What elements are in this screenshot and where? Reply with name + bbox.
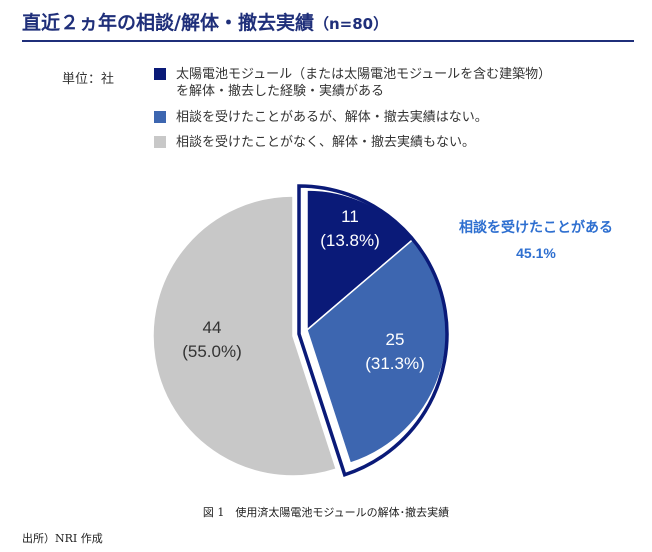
legend-label-none: 相談を受けたことがなく、解体・撤去実績もない。 (176, 135, 476, 150)
legend-swatch-consulted (154, 111, 166, 123)
source-note: 出所）NRI 作成 (22, 532, 103, 545)
data-label-percent-2: (55.0%) (182, 342, 242, 361)
annotation-label: 相談を受けたことがある (459, 219, 613, 236)
title-rule (22, 40, 634, 42)
legend-swatch-experience (154, 68, 166, 80)
data-label-value-2: 44 (203, 318, 222, 337)
data-label-value-0: 11 (341, 207, 359, 226)
figure-caption: 図 1 使用済太陽電池モジュールの解体･撤去実績 (202, 506, 450, 519)
page-title: 直近２ヵ年の相談/解体・撤去実績（n=80） (22, 8, 388, 35)
sample-size: （n=80） (313, 15, 389, 33)
legend-swatch-none (154, 136, 166, 148)
data-label-percent-1: (31.3%) (365, 354, 425, 373)
unit-label: 単位：社 (62, 72, 115, 87)
consulted-group-outline (297, 184, 449, 477)
legend-label-experience-line2: を解体・撤去した経験・実績がある (176, 84, 385, 99)
legend-label-consulted: 相談を受けたことがあるが、解体・撤去実績はない。 (176, 110, 488, 125)
legend-label-experience-line1: 太陽電池モジュール（または太陽電池モジュールを含む建築物） (176, 67, 552, 82)
data-label-value-1: 25 (386, 330, 405, 349)
title-text: 直近２ヵ年の相談/解体・撤去実績 (22, 12, 314, 34)
pie-slice-2 (152, 195, 338, 477)
data-label-percent-0: (13.8%) (320, 231, 380, 250)
annotation-value: 45.1% (516, 245, 556, 261)
